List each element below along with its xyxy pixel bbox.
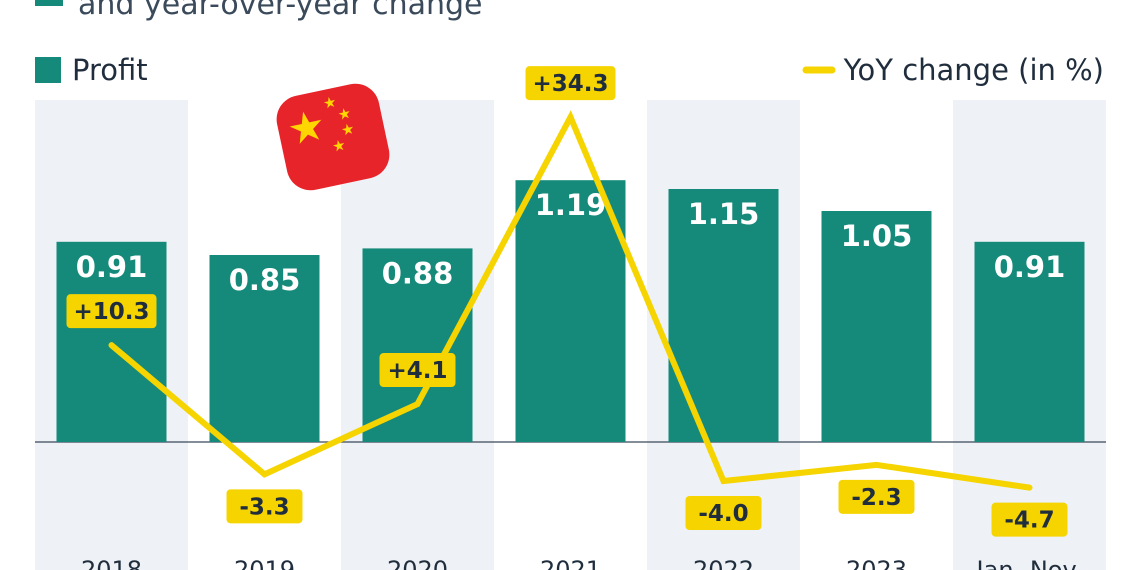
yoy-data-label: -2.3 xyxy=(838,479,915,514)
yoy-label-badge xyxy=(66,294,157,329)
profit-bar xyxy=(821,211,932,442)
yoy-data-label: -3.3 xyxy=(226,489,303,524)
yoy-label-badge xyxy=(838,479,915,514)
profit-bar-label: 0.91 xyxy=(76,250,148,284)
legend-label-yoy: YoY change (in %) xyxy=(843,53,1104,87)
china-flag-icon xyxy=(276,83,390,191)
yoy-label-text: -4.7 xyxy=(1004,508,1054,534)
profit-bar-label: 1.05 xyxy=(841,219,913,253)
profit-bar xyxy=(209,255,320,442)
category-tick-label: 2018 xyxy=(81,556,142,570)
profit-bar-label: 0.88 xyxy=(382,256,454,290)
category-tick-label: Jan.-Nov. xyxy=(975,556,1083,570)
yoy-data-label: +4.1 xyxy=(379,353,456,388)
yoy-label-badge xyxy=(991,502,1068,537)
profit-bar-label: 0.85 xyxy=(229,263,301,297)
yoy-data-label: +10.3 xyxy=(66,294,157,329)
yoy-label-badge xyxy=(226,489,303,524)
yoy-label-text: +4.1 xyxy=(387,358,447,384)
yoy-label-badge xyxy=(685,496,762,530)
category-tick-label: 2022 xyxy=(693,556,754,570)
yoy-label-text: +34.3 xyxy=(532,71,608,97)
profit-bar-label: 0.91 xyxy=(994,250,1066,284)
yoy-label-text: -3.3 xyxy=(239,494,289,520)
yoy-label-text: -4.0 xyxy=(698,501,748,527)
yoy-label-badge xyxy=(525,66,616,101)
chart-subtitle: and year-over-year change xyxy=(78,0,483,22)
yoy-data-label: -4.0 xyxy=(685,496,762,530)
yoy-label-text: +10.3 xyxy=(73,299,149,325)
profit-bar xyxy=(56,241,167,442)
profit-bar-label: 1.15 xyxy=(688,197,760,231)
subtitle-marker xyxy=(35,0,63,6)
yoy-label-text: -2.3 xyxy=(851,485,901,511)
category-tick-label: 2023 xyxy=(846,556,907,570)
profit-bar-label: 1.19 xyxy=(535,188,607,222)
category-tick-label: 2020 xyxy=(387,556,448,570)
yoy-label-badge xyxy=(379,353,456,388)
yoy-data-label: +34.3 xyxy=(525,66,616,101)
legend-label-profit: Profit xyxy=(72,53,148,87)
profit-bar xyxy=(974,241,1085,442)
yoy-data-label: -4.7 xyxy=(991,502,1068,537)
legend-swatch-profit xyxy=(35,57,61,83)
profit-bar xyxy=(362,248,473,442)
category-tick-label: 2021 xyxy=(540,556,601,570)
profit-bar xyxy=(515,180,626,442)
category-tick-label: 2019 xyxy=(234,556,295,570)
yoy-line xyxy=(108,110,1033,491)
